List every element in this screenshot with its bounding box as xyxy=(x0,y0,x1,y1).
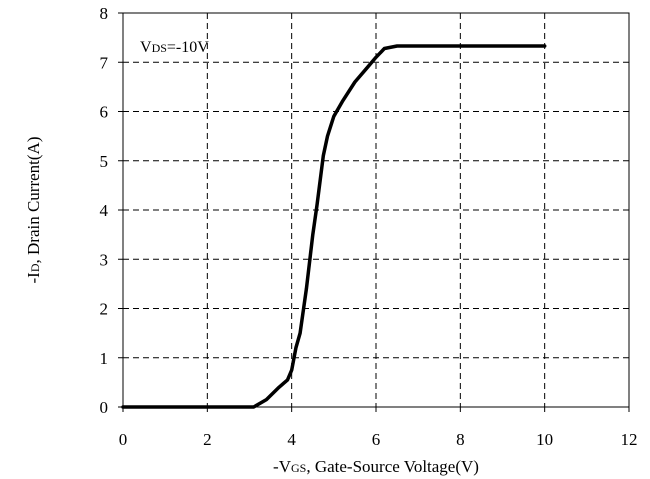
y-tick-label: 3 xyxy=(100,250,109,269)
annotation-suffix: =-10V xyxy=(167,39,209,56)
x-tick-label: 8 xyxy=(456,430,465,449)
y-tick-label: 8 xyxy=(100,4,109,23)
vds-annotation: VDS=-10V xyxy=(140,39,209,56)
grid xyxy=(123,13,629,407)
x-tick-label: 4 xyxy=(287,430,296,449)
y-tick-label: 1 xyxy=(100,349,109,368)
y-tick-label: 0 xyxy=(100,398,109,417)
y-tick-label: 7 xyxy=(100,53,109,72)
y-axis-title-prefix: -I xyxy=(24,272,43,284)
x-tick-label: 6 xyxy=(372,430,381,449)
annotation-prefix: V xyxy=(140,39,152,56)
y-tick-label: 5 xyxy=(100,152,109,171)
series-line xyxy=(121,44,547,409)
x-axis-title-prefix: -V xyxy=(273,457,292,476)
x-axis-title-subscript: GS xyxy=(291,461,306,475)
y-axis-title-suffix: , Drain Current(A) xyxy=(24,137,43,264)
y-tick-label: 4 xyxy=(100,201,109,220)
y-tick-label: 6 xyxy=(100,103,109,122)
y-axis-title-subscript: D xyxy=(28,263,42,272)
x-tick-label: 2 xyxy=(203,430,212,449)
annotation-subscript: DS xyxy=(152,41,167,55)
x-axis-title-suffix: , Gate-Source Voltage(V) xyxy=(306,457,479,476)
x-tick-label: 10 xyxy=(536,430,553,449)
y-axis-title: -ID, Drain Current(A) xyxy=(24,137,43,284)
x-tick-label: 12 xyxy=(621,430,638,449)
x-axis-title: -VGS, Gate-Source Voltage(V) xyxy=(273,457,479,476)
y-tick-label: 2 xyxy=(100,300,109,319)
x-tick-label: 0 xyxy=(119,430,128,449)
series xyxy=(121,44,547,409)
